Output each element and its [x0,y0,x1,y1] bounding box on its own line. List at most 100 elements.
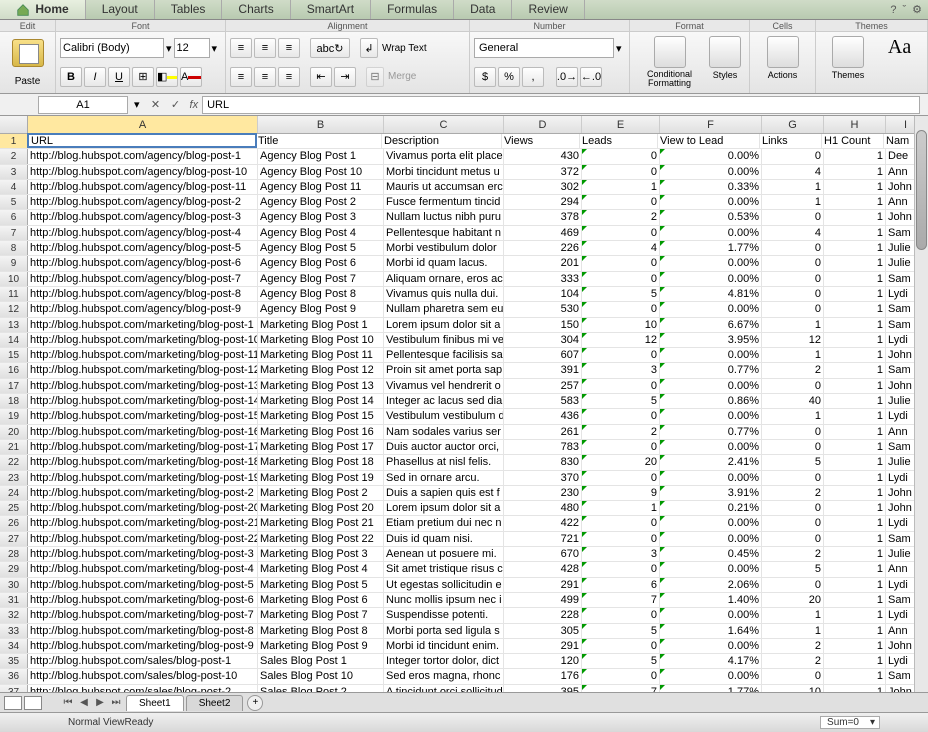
cell[interactable]: 422 [504,516,582,530]
cell[interactable]: 1.77% [660,685,762,692]
comma-button[interactable]: , [522,67,544,87]
menu-tab-data[interactable]: Data [454,0,512,19]
cell[interactable]: Title [256,134,382,148]
cell[interactable]: Links [760,134,822,148]
cell[interactable]: Marketing Blog Post 5 [258,578,384,592]
cell[interactable]: 20 [582,455,660,469]
cell[interactable]: 0.53% [660,210,762,224]
cell[interactable]: 0 [582,348,660,362]
decrease-decimal-button[interactable]: ←.0 [580,67,602,87]
cell[interactable]: Sales Blog Post 1 [258,654,384,668]
cell[interactable]: Marketing Blog Post 10 [258,333,384,347]
cell[interactable]: 1 [824,195,886,209]
cell[interactable]: 0 [762,302,824,316]
cell[interactable]: Leads [580,134,658,148]
cell[interactable]: 1 [824,608,886,622]
cell[interactable]: 1 [582,501,660,515]
cell[interactable]: 0 [582,516,660,530]
paste-icon[interactable] [12,39,44,67]
cell[interactable]: http://blog.hubspot.com/marketing/blog-p… [28,440,258,454]
cell[interactable]: 0.00% [660,440,762,454]
cell[interactable]: URL [27,133,257,148]
cell[interactable]: http://blog.hubspot.com/agency/blog-post… [28,165,258,179]
font-color-button[interactable]: A [180,67,202,87]
cell[interactable]: 0.00% [660,165,762,179]
cell[interactable]: 0 [762,440,824,454]
cell[interactable]: http://blog.hubspot.com/agency/blog-post… [28,241,258,255]
cell[interactable]: 5 [582,624,660,638]
cell[interactable]: 10 [762,685,824,692]
cell[interactable]: 0.33% [660,180,762,194]
row-header[interactable]: 15 [0,348,28,362]
cell[interactable]: 291 [504,639,582,653]
sheet-nav-first[interactable]: ⏮ [60,695,76,711]
vertical-scrollbar[interactable] [914,116,928,692]
cell[interactable]: 5 [582,287,660,301]
cell[interactable]: 0.00% [660,471,762,485]
cell[interactable]: 0.00% [660,409,762,423]
merge-label[interactable]: Merge [388,71,416,82]
cell[interactable]: http://blog.hubspot.com/marketing/blog-p… [28,409,258,423]
cell[interactable]: 1 [824,639,886,653]
cell[interactable]: 1 [824,394,886,408]
cell[interactable]: http://blog.hubspot.com/marketing/blog-p… [28,624,258,638]
cell[interactable]: 0.00% [660,669,762,683]
formula-input[interactable] [202,96,920,114]
cell[interactable]: 1 [824,654,886,668]
cell[interactable]: http://blog.hubspot.com/agency/blog-post… [28,180,258,194]
cell[interactable]: Agency Blog Post 6 [258,256,384,270]
cell[interactable]: 5 [762,455,824,469]
cell[interactable]: 4 [762,226,824,240]
cell[interactable]: http://blog.hubspot.com/marketing/blog-p… [28,516,258,530]
cell[interactable]: 0 [762,287,824,301]
row-header[interactable]: 33 [0,624,28,638]
cell[interactable]: Vestibulum finibus mi ve [384,333,504,347]
cell[interactable]: 1 [824,578,886,592]
cell[interactable]: http://blog.hubspot.com/marketing/blog-p… [28,379,258,393]
cell[interactable]: 2 [762,486,824,500]
cell[interactable]: 0.00% [660,302,762,316]
row-header[interactable]: 5 [0,195,28,209]
cell[interactable]: 1 [824,409,886,423]
cell[interactable]: 0 [582,302,660,316]
cell[interactable]: Aliquam ornare, eros ac [384,272,504,286]
row-header[interactable]: 4 [0,180,28,194]
cell[interactable]: 0 [762,501,824,515]
cell[interactable]: 1 [824,547,886,561]
row-header[interactable]: 20 [0,425,28,439]
cell[interactable]: 0 [762,149,824,163]
cell[interactable]: View to Lead [658,134,760,148]
cell[interactable]: 480 [504,501,582,515]
cell[interactable]: 1 [824,333,886,347]
cell[interactable]: 1 [824,210,886,224]
cell[interactable]: Sit amet tristique risus c [384,562,504,576]
normal-view-icon[interactable] [4,696,22,710]
cell[interactable]: 261 [504,425,582,439]
row-header[interactable]: 24 [0,486,28,500]
cell[interactable]: Marketing Blog Post 1 [258,318,384,332]
cell[interactable]: 0 [762,532,824,546]
cell[interactable]: 0.00% [660,348,762,362]
cell[interactable]: 0.00% [660,272,762,286]
cell[interactable]: 0 [582,562,660,576]
cell[interactable]: 670 [504,547,582,561]
cell[interactable]: 0 [762,379,824,393]
cell[interactable]: 2 [762,639,824,653]
cell[interactable]: Agency Blog Post 7 [258,272,384,286]
menu-tab-formulas[interactable]: Formulas [371,0,454,19]
cell[interactable]: Marketing Blog Post 13 [258,379,384,393]
cell[interactable]: 0 [582,471,660,485]
cell[interactable]: http://blog.hubspot.com/marketing/blog-p… [28,363,258,377]
cell[interactable]: http://blog.hubspot.com/marketing/blog-p… [28,501,258,515]
cell[interactable]: http://blog.hubspot.com/marketing/blog-p… [28,593,258,607]
cell[interactable]: 469 [504,226,582,240]
cell[interactable]: 0 [582,195,660,209]
cell[interactable]: Integer ac lacus sed dia [384,394,504,408]
cell[interactable]: Marketing Blog Post 21 [258,516,384,530]
row-header[interactable]: 35 [0,654,28,668]
cell[interactable]: 0.77% [660,425,762,439]
cell[interactable]: 120 [504,654,582,668]
size-dropdown-icon[interactable]: ▾ [212,42,218,55]
align-middle-button[interactable]: ≡ [254,38,276,58]
cell[interactable]: 0 [582,409,660,423]
